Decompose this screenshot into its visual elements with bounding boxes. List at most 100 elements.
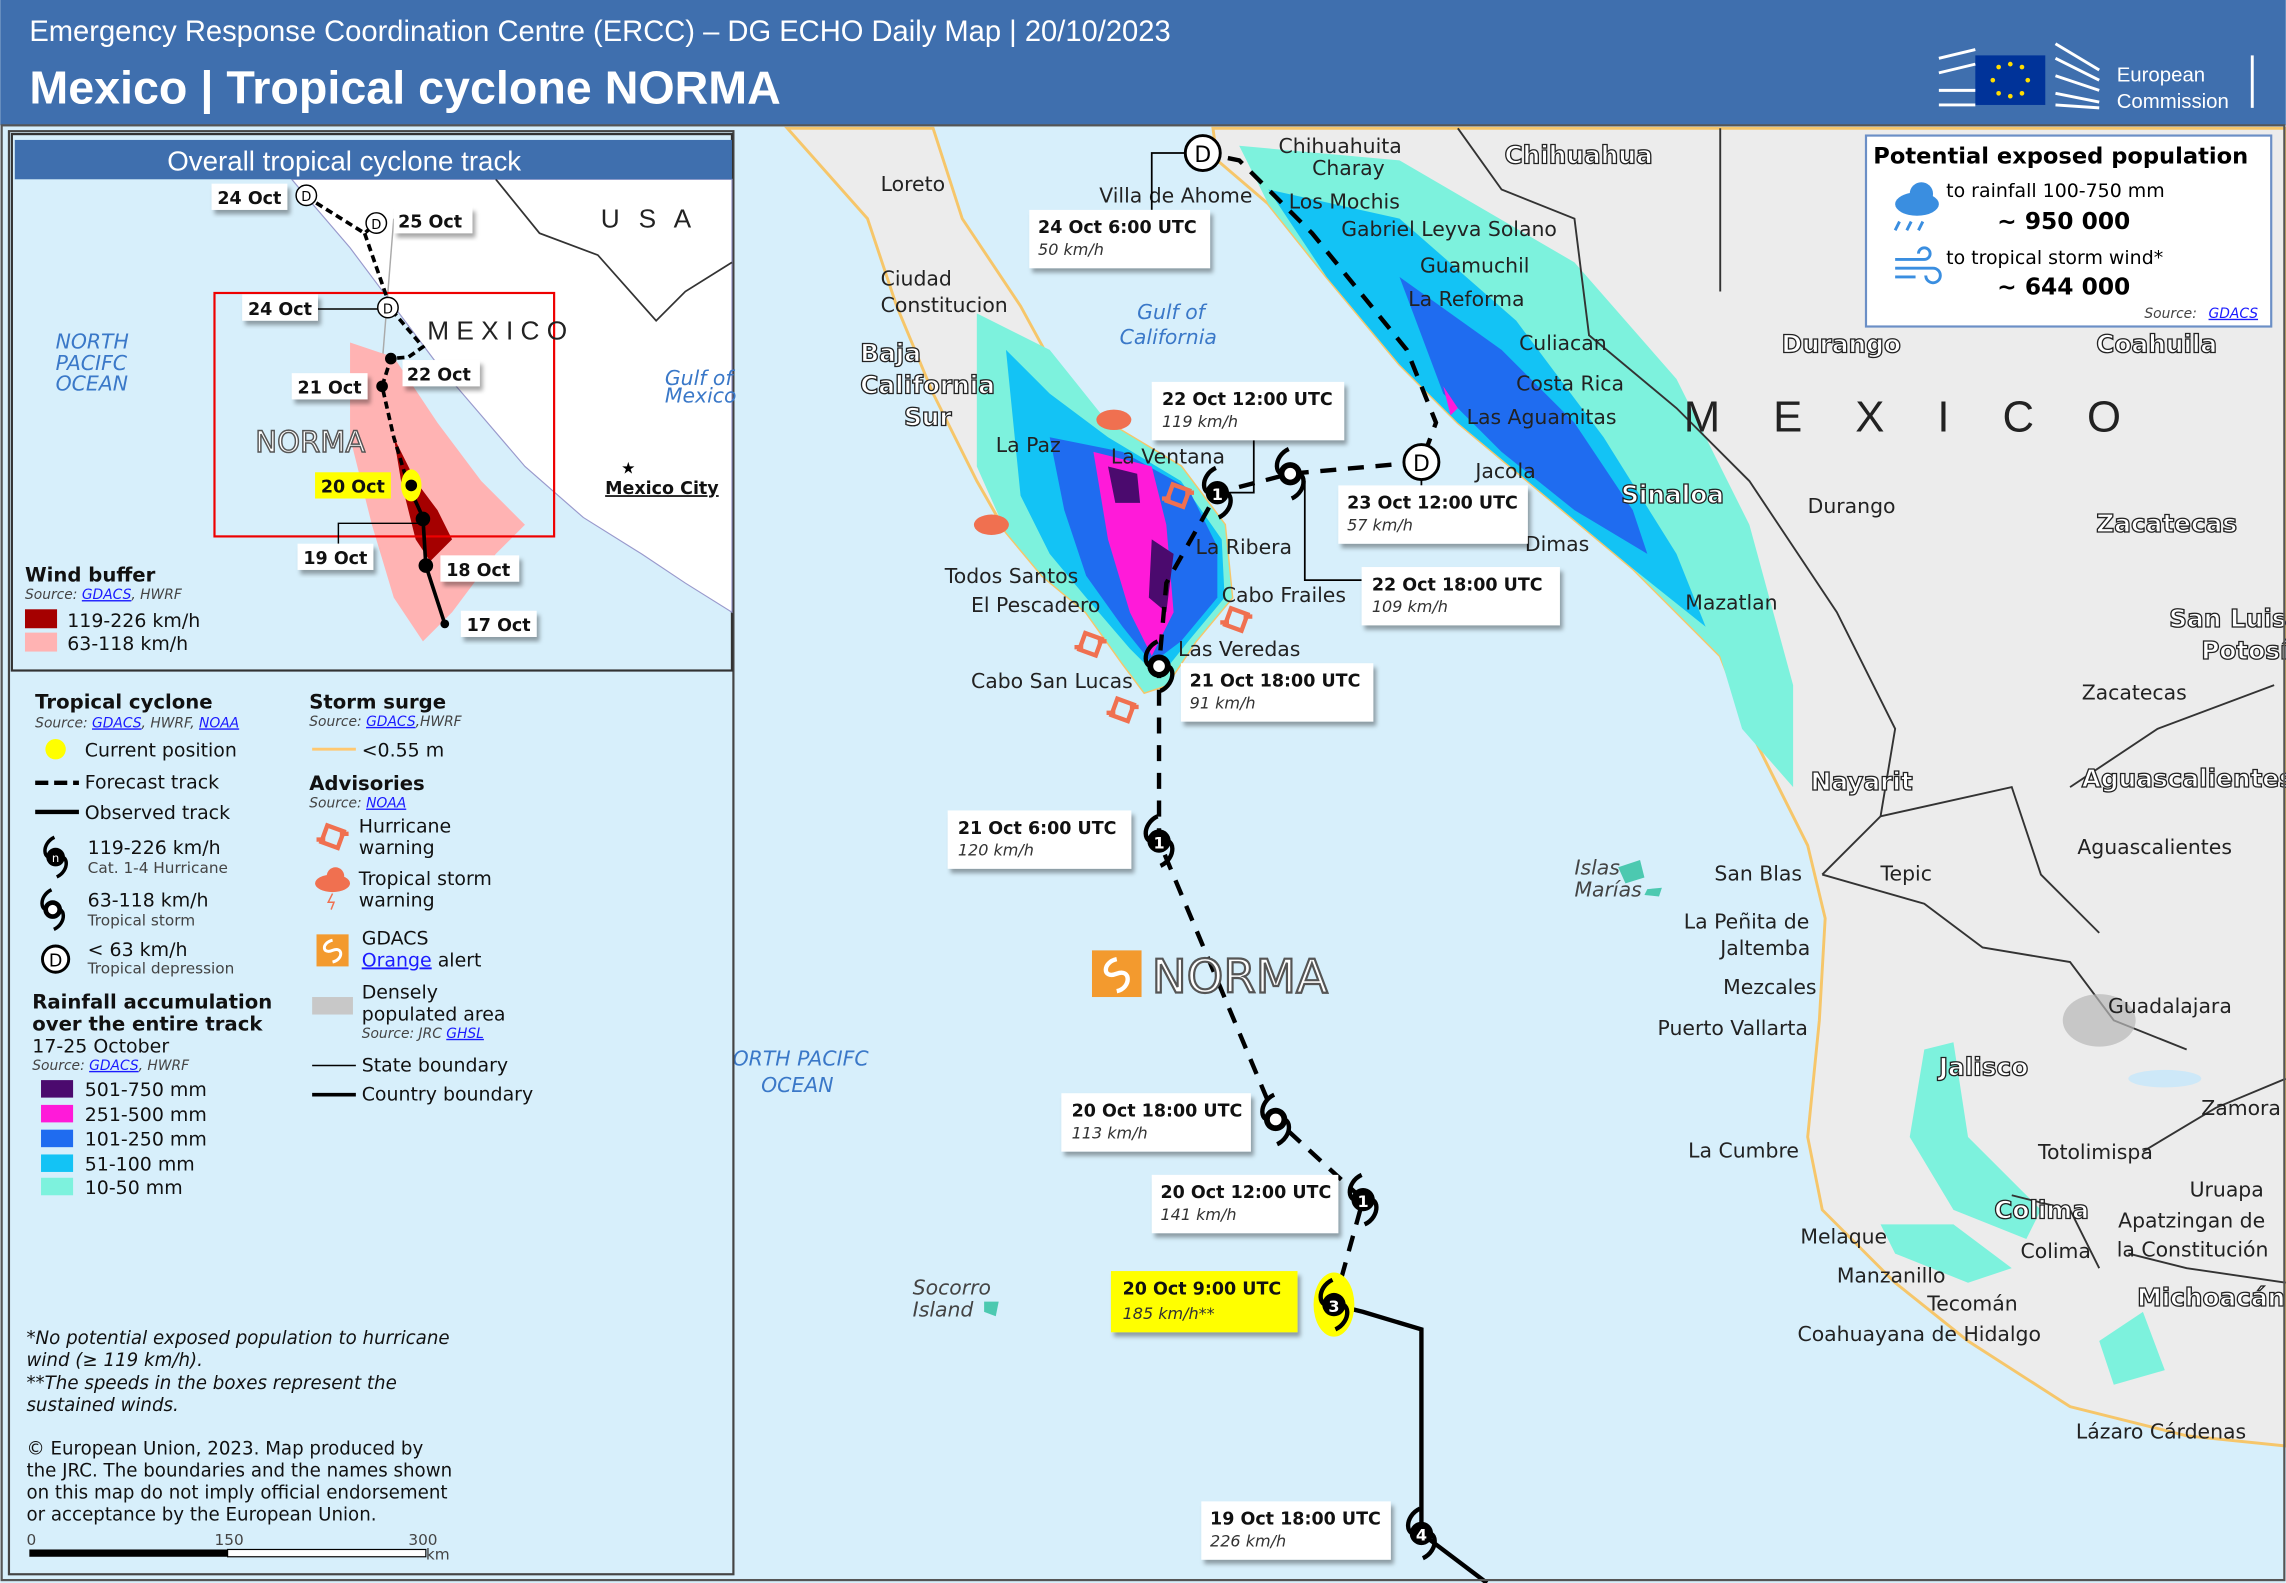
svg-text:101-250 mm: 101-250 mm <box>85 1129 207 1151</box>
svg-text:© European Union, 2023. Map pr: © European Union, 2023. Map produced by <box>26 1439 423 1460</box>
svg-text:or acceptance by the European: or acceptance by the European Union. <box>26 1504 376 1525</box>
svg-text:Cabo San Lucas: Cabo San Lucas <box>971 669 1133 693</box>
header: Emergency Response Coordination Centre (… <box>0 0 2286 126</box>
svg-text:Source:: Source: <box>2144 306 2196 322</box>
svg-text:Source: JRC GHSL: Source: JRC GHSL <box>362 1026 484 1042</box>
svg-text:Coahuila: Coahuila <box>2096 330 2217 359</box>
svg-text:1: 1 <box>1212 485 1223 504</box>
svg-text:23 Oct 12:00 UTC: 23 Oct 12:00 UTC <box>1347 494 1518 514</box>
svg-text:La Ventana: La Ventana <box>1111 445 1225 469</box>
svg-text:Colima: Colima <box>2021 1239 2091 1263</box>
gdacs-link[interactable]: GDACS <box>89 1058 139 1074</box>
noaa-link[interactable]: NOAA <box>199 715 239 731</box>
svg-text:1: 1 <box>1153 833 1164 852</box>
svg-text:< 63 km/h: < 63 km/h <box>88 939 188 961</box>
noaa-link[interactable]: NOAA <box>366 796 406 812</box>
svg-text:La Cumbre: La Cumbre <box>1688 1138 1799 1162</box>
orange-alert-link[interactable]: Orange <box>362 949 432 971</box>
svg-text:Tropical depression: Tropical depression <box>87 960 235 978</box>
svg-text:Manzanillo: Manzanillo <box>1837 1264 1946 1288</box>
svg-text:20 Oct: 20 Oct <box>321 478 385 498</box>
gdacs-alert-icon <box>316 934 349 967</box>
svg-text:Rainfall accumulation: Rainfall accumulation <box>32 991 272 1014</box>
gdacs-link[interactable]: GDACS <box>366 714 416 730</box>
svg-text:NORMA: NORMA <box>1152 950 1328 1004</box>
svg-text:Potosí: Potosí <box>2201 636 2286 665</box>
svg-text:warning: warning <box>359 890 435 912</box>
country-label: M E X I C O <box>1684 392 2142 441</box>
svg-text:3: 3 <box>1328 1297 1339 1316</box>
svg-text:Durango: Durango <box>1808 494 1896 518</box>
svg-text:Dimas: Dimas <box>1525 532 1589 556</box>
depression-icon: D <box>41 944 71 974</box>
svg-text:141 km/h: 141 km/h <box>1160 1205 1236 1224</box>
mainland <box>1211 126 2286 1448</box>
svg-text:119 km/h: 119 km/h <box>1162 412 1238 431</box>
track-callouts: 24 Oct 6:00 UTC 50 km/h 22 Oct 12:00 UTC 1… <box>947 209 1560 1560</box>
svg-text:Sur: Sur <box>904 403 952 432</box>
svg-text:24 Oct: 24 Oct <box>248 300 312 320</box>
svg-text:Tropical storm: Tropical storm <box>358 868 492 890</box>
svg-text:Tropical storm: Tropical storm <box>87 912 196 930</box>
svg-text:Puerto Vallarta: Puerto Vallarta <box>1658 1016 1808 1040</box>
logo-text-2: Commission <box>2117 91 2229 113</box>
svg-text:the JRC. The boundaries and th: the JRC. The boundaries and the names sh… <box>26 1461 452 1482</box>
svg-text:La Peñita de: La Peñita de <box>1684 910 1810 934</box>
svg-text:Colima: Colima <box>1994 1196 2089 1225</box>
svg-text:63-118 km/h: 63-118 km/h <box>88 890 209 912</box>
svg-text:Mexico City: Mexico City <box>605 479 719 499</box>
tropical-storm-icon <box>1262 1095 1289 1145</box>
current-position-icon: 3 <box>1313 1272 1355 1337</box>
svg-text:Loreto: Loreto <box>881 172 945 196</box>
header-subtitle: Emergency Response Coordination Centre (… <box>29 16 1170 48</box>
svg-text:21 Oct 18:00 UTC: 21 Oct 18:00 UTC <box>1190 672 1361 692</box>
svg-text:Wind buffer: Wind buffer <box>25 564 156 587</box>
legend-advisories: Advisories Source: NOAA Hurricanewarning… <box>309 772 492 912</box>
svg-text:24 Oct: 24 Oct <box>217 189 281 209</box>
svg-text:51-100 mm: 51-100 mm <box>85 1153 195 1175</box>
svg-text:State boundary: State boundary <box>362 1054 508 1076</box>
callout: 21 Oct 6:00 UTC 120 km/h <box>947 810 1132 869</box>
ghsl-link[interactable]: GHSL <box>446 1026 484 1042</box>
legend-populated: Densely populated area Source: JRC GHSL … <box>312 981 533 1106</box>
hurricane-icon: 1 <box>1350 1175 1377 1225</box>
tropical-storm-warning-icon <box>315 867 351 910</box>
svg-text:San Blas: San Blas <box>1714 861 1802 885</box>
svg-text:119-226 km/h: 119-226 km/h <box>88 837 221 859</box>
depression-icon: D <box>1183 134 1222 173</box>
svg-text:Storm surge: Storm surge <box>309 690 446 713</box>
svg-text:Sinaloa: Sinaloa <box>1621 480 1724 509</box>
svg-text:109 km/h: 109 km/h <box>1372 597 1448 616</box>
svg-text:Coahuayana de Hidalgo: Coahuayana de Hidalgo <box>1797 1322 2041 1346</box>
gdacs-link[interactable]: GDACS <box>82 587 132 603</box>
svg-text:20 Oct 18:00 UTC: 20 Oct 18:00 UTC <box>1072 1102 1243 1122</box>
eu-logo: European Commission <box>1938 42 2254 113</box>
callout-current: 20 Oct 9:00 UTC 185 km/h** <box>1110 1271 1298 1333</box>
svg-text:Guadalajara: Guadalajara <box>2108 994 2232 1018</box>
svg-text:Mexico: Mexico <box>665 383 737 407</box>
svg-text:Chihuahua: Chihuahua <box>1504 140 1652 169</box>
gdacs-link[interactable]: GDACS <box>92 715 142 731</box>
svg-text:OCEAN: OCEAN <box>56 372 128 396</box>
svg-text:24 Oct 6:00 UTC: 24 Oct 6:00 UTC <box>1038 218 1197 238</box>
inset-map: Overall tropical cyclone track D D D 24 Oc… <box>10 133 737 672</box>
svg-text:Source: GDACS, HWRF: Source: GDACS, HWRF <box>25 587 183 603</box>
gulf-of-california-label: Gulf of <box>1137 300 1208 324</box>
svg-text:150: 150 <box>214 1531 243 1549</box>
svg-text:sustained winds.: sustained winds. <box>26 1395 178 1416</box>
depression-icon: D <box>1402 443 1441 482</box>
gdacs-link[interactable]: GDACS <box>2209 306 2259 322</box>
svg-text:113 km/h: 113 km/h <box>1072 1123 1148 1142</box>
rainfall-population-value: ~ 950 000 <box>1997 208 2130 235</box>
svg-text:300: 300 <box>408 1531 437 1549</box>
svg-text:Densely: Densely <box>362 981 438 1003</box>
svg-text:10-50 mm: 10-50 mm <box>85 1177 183 1199</box>
svg-text:Zacatecas: Zacatecas <box>2082 681 2187 705</box>
storm-name-label: NORMA <box>1091 949 1329 1005</box>
svg-text:Ciudad: Ciudad <box>881 267 952 291</box>
svg-text:NORMA: NORMA <box>255 425 365 459</box>
svg-text:21 Oct: 21 Oct <box>298 379 362 399</box>
hurricane-icon: 4 <box>1408 1509 1435 1559</box>
svg-text:★: ★ <box>621 459 635 478</box>
